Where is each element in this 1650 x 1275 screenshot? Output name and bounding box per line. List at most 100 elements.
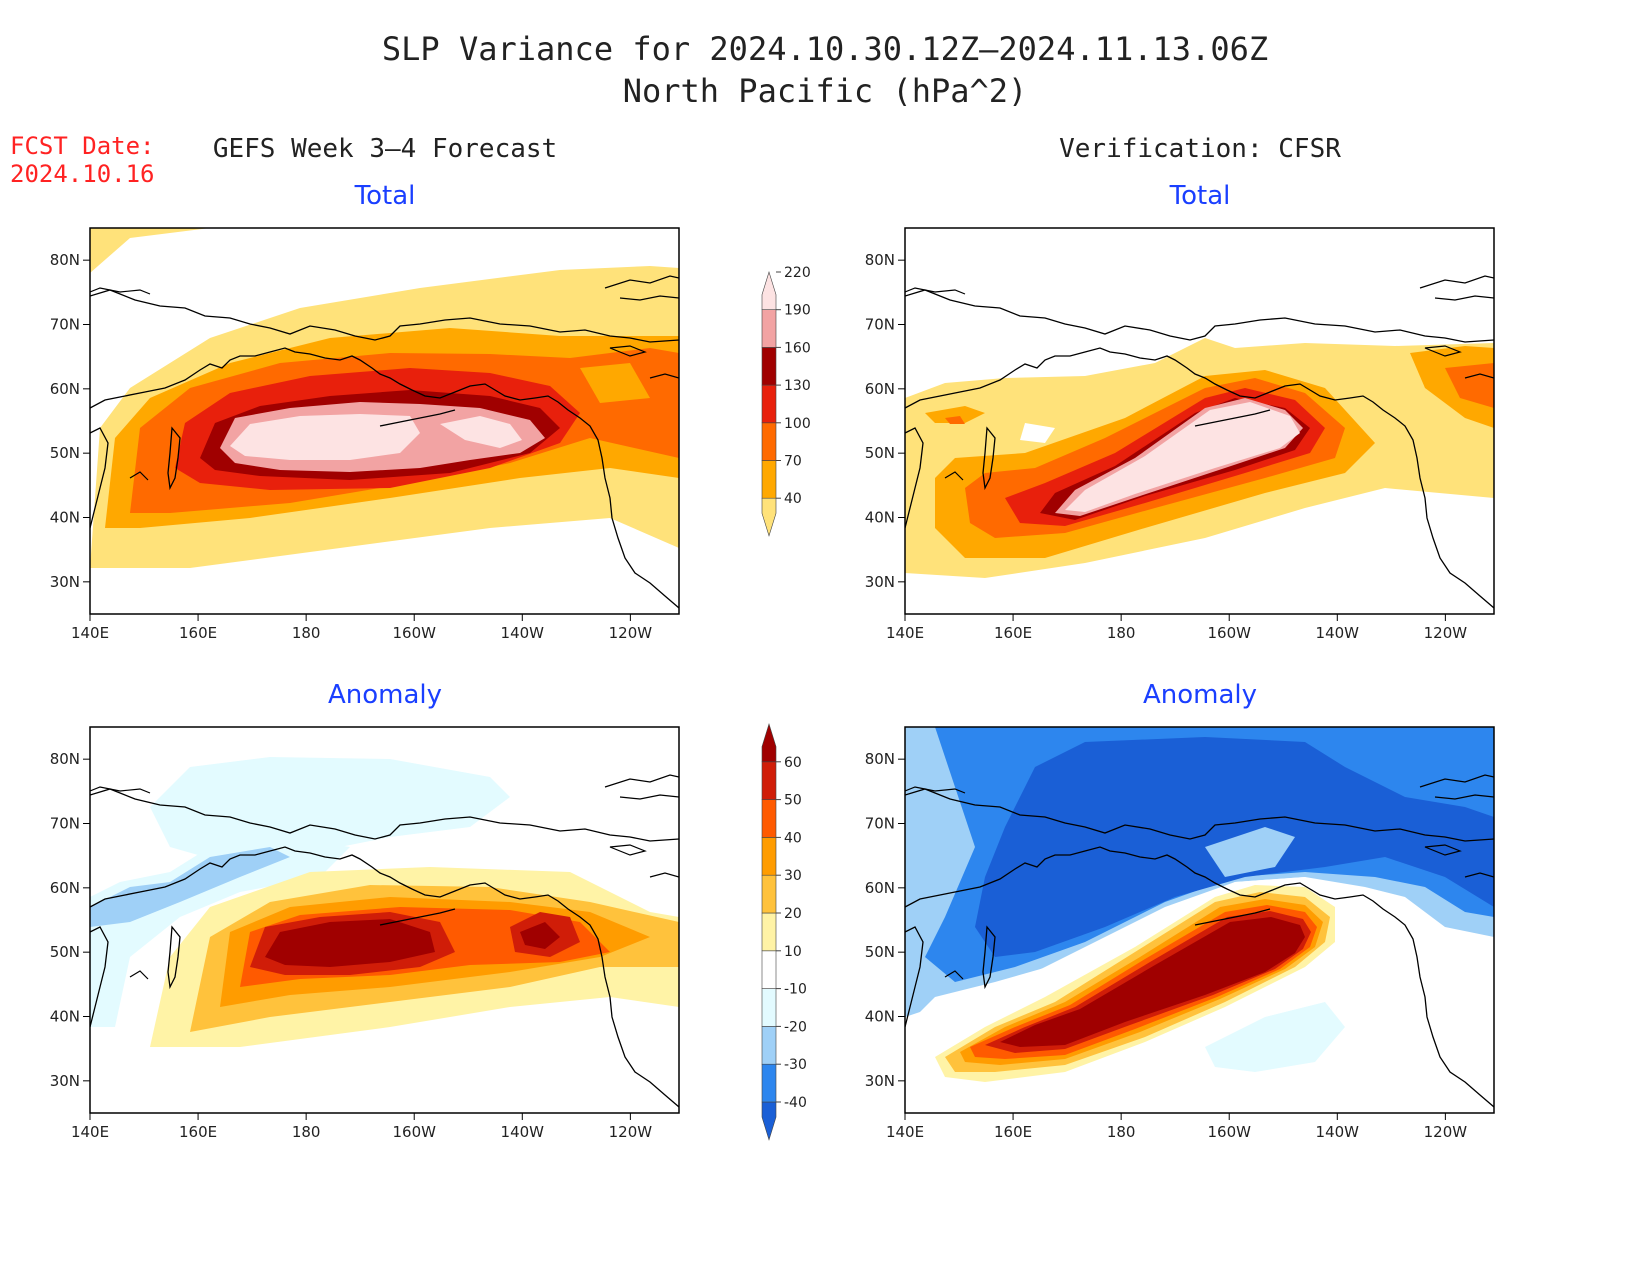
lat-tick-label: 30N <box>865 1072 895 1090</box>
lon-tick-label: 140E <box>71 624 109 642</box>
lat-tick-label: 40N <box>50 509 80 527</box>
lon-tick-label: 160E <box>179 1123 217 1141</box>
colorbar-label: 40 <box>784 830 802 846</box>
lon-tick-label: 120W <box>609 1123 653 1141</box>
colorbar-label: 10 <box>784 944 802 960</box>
colorbar-label: 50 <box>784 793 802 809</box>
field-level-60 <box>265 919 435 967</box>
lat-tick-label: 50N <box>865 444 895 462</box>
colorbar-anomaly: -40 -30 -20 -10 10 20 30 40 50 60 <box>761 722 807 1141</box>
lat-tick-label: 50N <box>50 943 80 961</box>
colorbar-segment <box>761 460 777 499</box>
colorbar-segment <box>761 874 777 914</box>
colorbar-total: 40 70 100 130 160 190 220 <box>761 265 811 537</box>
colorbar-segment <box>761 309 777 348</box>
lon-tick-label: 160E <box>994 1123 1032 1141</box>
map-panel-forecast-total <box>90 228 679 614</box>
field-level-220-east <box>440 416 522 448</box>
main-title: SLP Variance for 2024.10.30.12Z–2024.11.… <box>381 30 1269 68</box>
left-column-title: GEFS Week 3–4 Forecast <box>212 134 558 164</box>
lat-tick-label: 70N <box>50 815 80 833</box>
lat-tick-label: 40N <box>865 509 895 527</box>
lat-tick-label: 40N <box>865 1008 895 1026</box>
colorbar-label: 60 <box>784 755 802 771</box>
lon-tick-label: 140W <box>501 624 545 642</box>
lon-tick-label: 160W <box>392 624 436 642</box>
lon-tick-label: 160W <box>1207 624 1251 642</box>
fcst-date-value: 2024.10.16 <box>10 160 155 188</box>
panel-subtitle-anomaly-verification: Anomaly <box>1142 680 1258 710</box>
panel-subtitle-total-forecast: Total <box>354 181 416 211</box>
field-level-70-west <box>925 406 985 423</box>
colorbar-segment <box>761 384 777 424</box>
lat-tick-label: 70N <box>865 316 895 334</box>
colorbar-label: 100 <box>784 416 811 432</box>
colorbar-segment <box>761 799 777 838</box>
colorbar-label: -10 <box>784 982 807 998</box>
lon-tick-label: 120W <box>609 624 653 642</box>
lat-tick-label: 30N <box>50 1072 80 1090</box>
field-level-220 <box>230 414 420 460</box>
lat-tick-label: 80N <box>50 750 80 768</box>
lat-tick-label: 60N <box>50 380 80 398</box>
lon-tick-label: 140W <box>501 1123 545 1141</box>
lon-tick-label: 180 <box>1107 624 1136 642</box>
colorbar-segment <box>761 1101 777 1141</box>
field-level-220 <box>1065 402 1300 512</box>
lat-tick-label: 50N <box>865 943 895 961</box>
lon-tick-label: 160W <box>392 1123 436 1141</box>
colorbar-label: 190 <box>784 303 811 319</box>
lon-tick-label: 180 <box>1107 1123 1136 1141</box>
lat-tick-label: 80N <box>50 251 80 269</box>
field-level-neg20-inner <box>1205 827 1295 877</box>
colorbar-label: 160 <box>784 340 811 356</box>
colorbar-segment <box>761 912 777 952</box>
map-panel-verification-total <box>905 228 1494 614</box>
map-frame-forecast-total <box>89 227 680 615</box>
colorbar-label: -40 <box>784 1095 807 1111</box>
fcst-date-label: FCST Date: <box>10 132 155 160</box>
field-level-neg10 <box>150 757 510 867</box>
lon-tick-label: 180 <box>292 1123 321 1141</box>
colorbar-segment <box>761 722 777 763</box>
colorbar-label: -20 <box>784 1019 807 1035</box>
main-subtitle: North Pacific (hPa^2) <box>622 72 1028 110</box>
map-axes: 140E 160E 180 160W 140W 120W 80N 70N 60N 50N 40N 30… <box>50 251 1468 1141</box>
colorbar-segment <box>761 1063 777 1103</box>
lon-tick-label: 160E <box>994 624 1032 642</box>
colorbar-segment <box>761 497 777 537</box>
colorbar-label: 70 <box>784 454 802 470</box>
colorbar-label: 130 <box>784 378 811 394</box>
lat-tick-label: 30N <box>865 573 895 591</box>
lon-tick-label: 160E <box>179 624 217 642</box>
colorbar-segment <box>761 988 777 1027</box>
field-level-40-arctic <box>90 228 210 273</box>
colorbar-segment <box>761 422 777 461</box>
colorbar-label: 30 <box>784 868 802 884</box>
map-frame-verification-total <box>904 227 1495 615</box>
map-frame-verification-anomaly <box>904 726 1495 1114</box>
field-level-60-east <box>520 922 560 949</box>
lat-tick-label: 70N <box>865 815 895 833</box>
field-level-neg10-south <box>1205 1002 1345 1072</box>
colorbars: 40 70 100 130 160 190 220 -40 -30 -20 -10 10 20 30 40 5… <box>761 265 811 1141</box>
lon-tick-label: 140W <box>1316 1123 1360 1141</box>
lat-tick-label: 30N <box>50 573 80 591</box>
lon-tick-label: 120W <box>1424 624 1468 642</box>
colorbar-segment <box>761 270 777 310</box>
lon-tick-label: 160W <box>1207 1123 1251 1141</box>
lat-tick-label: 60N <box>865 380 895 398</box>
colorbar-segment <box>761 950 777 989</box>
colorbar-segment <box>761 347 777 386</box>
lon-tick-label: 180 <box>292 624 321 642</box>
lat-tick-label: 80N <box>865 750 895 768</box>
lon-tick-label: 140E <box>886 1123 924 1141</box>
lat-tick-label: 80N <box>865 251 895 269</box>
lon-tick-label: 140E <box>886 624 924 642</box>
lat-tick-label: 70N <box>50 316 80 334</box>
field-gap <box>1020 423 1055 443</box>
colorbar-segment <box>761 837 777 876</box>
lon-tick-label: 140W <box>1316 624 1360 642</box>
lat-tick-label: 40N <box>50 1008 80 1026</box>
